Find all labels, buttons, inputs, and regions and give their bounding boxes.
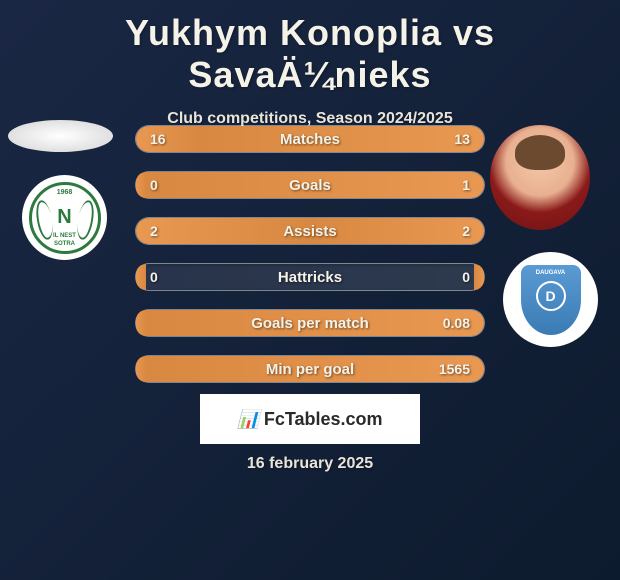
chart-icon: 📊 [237,409,259,430]
club-left-letter: N [57,206,71,229]
stat-value-right: 2 [462,223,470,239]
stat-value-right: 13 [454,131,470,147]
stat-label: Goals per match [136,315,484,332]
stat-row: Min per goal1565 [135,355,485,383]
stat-row: Goals per match0.08 [135,309,485,337]
stats-container: 16Matches130Goals12Assists20Hattricks0Go… [135,125,485,401]
club-right-letter: D [536,281,566,311]
page-title: Yukhym Konoplia vs SavaÄ¼nieks [0,0,620,96]
stat-value-right: 1565 [439,361,470,377]
club-logo-left: 1968 N IL NEST SOTRA [22,175,107,260]
stat-label: Min per goal [136,361,484,378]
club-left-name-top: IL NEST [53,233,76,239]
footer-brand-box: 📊 FcTables.com [200,394,420,444]
stat-value-right: 0.08 [443,315,470,331]
stat-value-right: 1 [462,177,470,193]
stat-label: Goals [136,177,484,194]
player-avatar-right [490,125,590,230]
stat-row: 16Matches13 [135,125,485,153]
stat-value-right: 0 [462,269,470,285]
stat-label: Matches [136,131,484,148]
stat-label: Hattricks [136,269,484,286]
stat-label: Assists [136,223,484,240]
stat-row: 2Assists2 [135,217,485,245]
footer-brand-text: FcTables.com [264,409,383,430]
stat-row: 0Hattricks0 [135,263,485,291]
club-left-name-bottom: SOTRA [54,241,75,247]
club-logo-right: DAUGAVA D [503,252,598,347]
date-text: 16 february 2025 [0,455,620,473]
player-avatar-left [8,120,113,152]
club-right-name: DAUGAVA [536,270,565,276]
club-left-year: 1968 [57,189,73,196]
stat-row: 0Goals1 [135,171,485,199]
